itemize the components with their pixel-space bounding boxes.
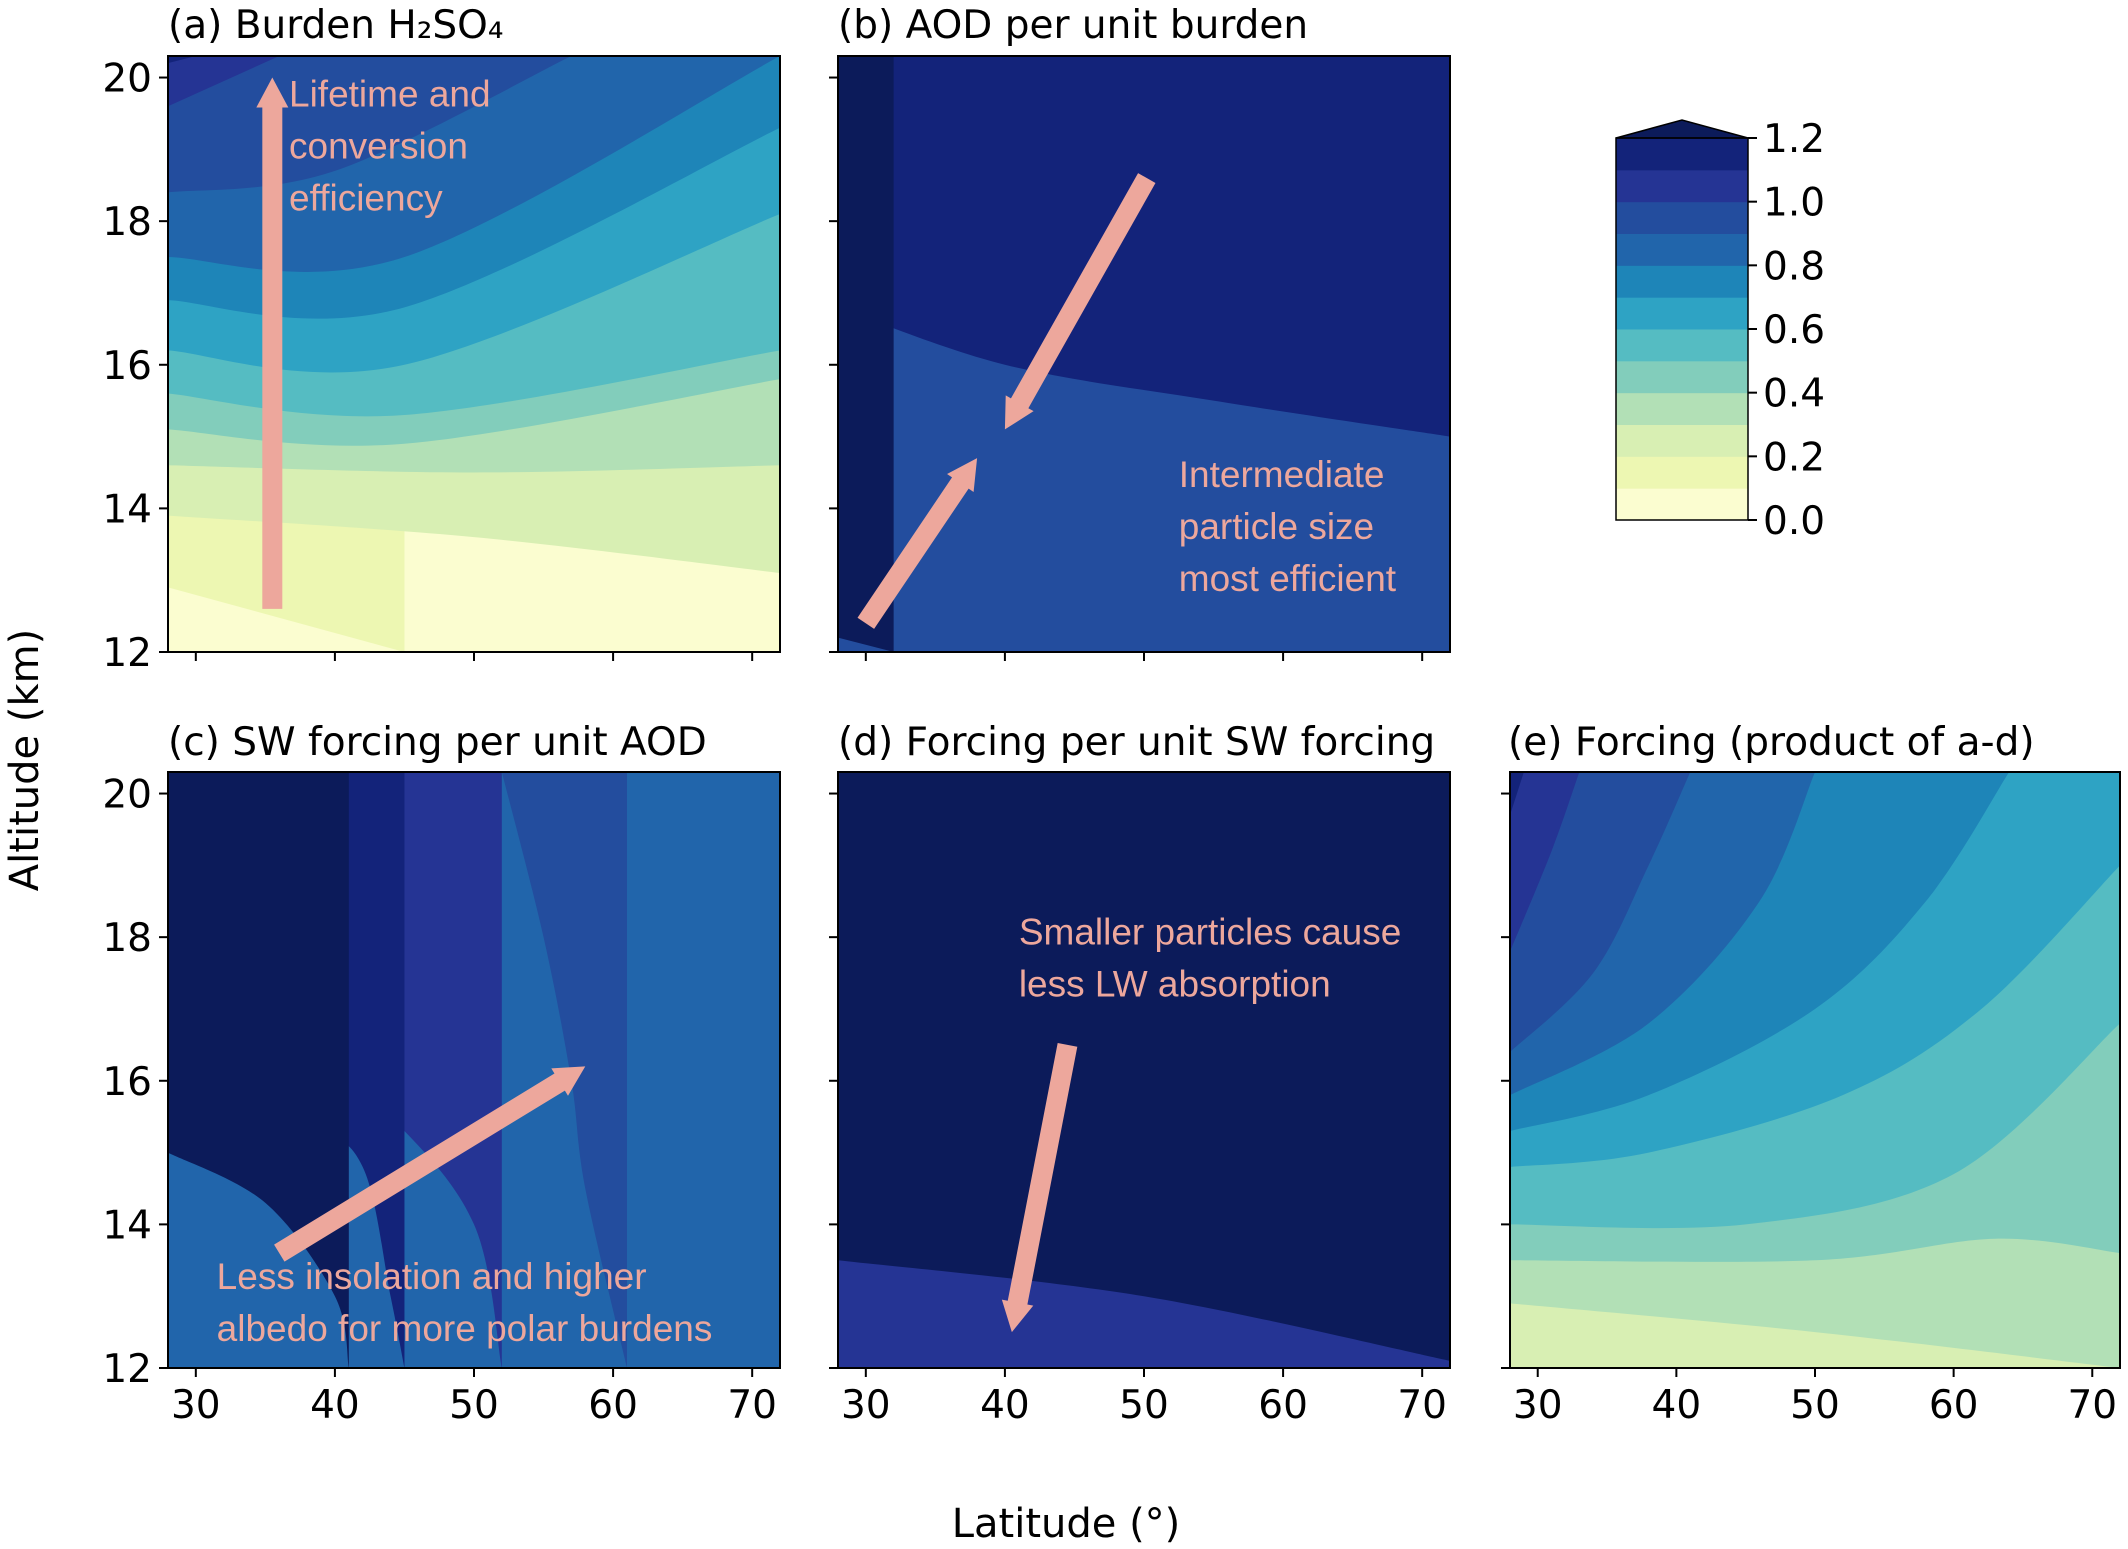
panel-title: (a) Burden H₂SO₄: [168, 3, 503, 48]
x-tick-label: 70: [727, 1383, 777, 1428]
contour-fills-c: [168, 772, 780, 1368]
colorbar-band: [1616, 169, 1748, 203]
contour-band: [1510, 772, 1691, 1053]
x-tick-label: 70: [2067, 1383, 2117, 1428]
colorbar-band: [1616, 488, 1748, 521]
x-tick-label: 60: [588, 1383, 638, 1428]
x-tick-label: 50: [1119, 1383, 1169, 1428]
annotation-text: conversion: [289, 125, 468, 166]
colorbar-band: [1616, 265, 1748, 298]
colorbar-extend: [1615, 119, 1749, 139]
annotation-text: most efficient: [1179, 558, 1397, 599]
colorbar-tick-label: 0.0: [1763, 499, 1825, 544]
colorbar-tick-label: 0.8: [1763, 244, 1825, 289]
annotation-text: Intermediate: [1179, 454, 1385, 495]
contour-fills-b: [838, 56, 1450, 652]
contour-band: [838, 56, 1450, 437]
x-tick-label: 60: [1929, 1383, 1979, 1428]
annotation-arrow: [274, 1066, 586, 1262]
colorbar-band: [1616, 456, 1748, 489]
contour-fills-a: [168, 56, 780, 652]
x-tick-label: 70: [1397, 1383, 1447, 1428]
annotation-text: Lifetime and: [289, 73, 491, 114]
colorbar-band: [1616, 329, 1748, 362]
contour-band: [168, 56, 196, 64]
panels: 12 14 16 18 20 (a) Burden H₂SO₄ Lifetime and co…: [102, 3, 2121, 1428]
colorbar-tick-label: 1.2: [1763, 117, 1825, 162]
colorbar-tick-label: 0.6: [1763, 308, 1825, 353]
contour-band: [1510, 772, 1580, 952]
colorbar-band: [1616, 360, 1748, 394]
y-axis-label: Altitude (km): [2, 629, 48, 891]
y-tick-label: 16: [102, 344, 152, 389]
annotation-arrows: [1001, 1042, 1078, 1333]
y-tick-label: 14: [102, 487, 152, 532]
panel-e: 30 40 50 60 70 (e) Forcing (product of a-d): [1501, 720, 2121, 1428]
colorbar-band: [1616, 138, 1748, 171]
annotation-arrow: [1001, 1042, 1078, 1333]
colorbar-band: [1616, 201, 1748, 234]
colorbar-tick-label: 0.2: [1763, 435, 1825, 480]
contour-band: [838, 56, 894, 652]
x-tick-label: 40: [310, 1383, 360, 1428]
panel-b: (b) AOD per unit burden Intermediate parti…: [829, 3, 1451, 661]
colorbar-band: [1616, 424, 1748, 457]
annotation-arrow: [256, 77, 289, 609]
contour-band: [168, 56, 280, 107]
y-tick-label: 12: [102, 1347, 152, 1392]
contour-fills-e: [1510, 772, 2120, 1368]
y-tick-label: 12: [102, 631, 152, 676]
panel-c: 30 40 50 60 70 12 14 16 18 20 (c) SW forcing per u…: [102, 720, 781, 1428]
annotation-arrows: [274, 1066, 586, 1262]
panel-title: (d) Forcing per unit SW forcing: [838, 720, 1435, 765]
panel-title: (e) Forcing (product of a-d): [1508, 720, 2035, 765]
colorbar-tick-label: 0.4: [1763, 372, 1825, 417]
x-tick-label: 50: [1790, 1383, 1840, 1428]
annotation-text: Less insolation and higher: [217, 1256, 647, 1297]
colorbar-band: [1616, 392, 1748, 425]
colorbar-tick-label: 1.0: [1763, 181, 1825, 226]
y-tick-label: 18: [102, 916, 152, 961]
contour-band: [1510, 772, 1524, 816]
x-tick-label: 40: [1652, 1383, 1702, 1428]
contour-fills-d: [838, 772, 1450, 1368]
x-tick-label: 30: [1513, 1383, 1563, 1428]
x-tick-label: 60: [1258, 1383, 1308, 1428]
y-tick-label: 14: [102, 1203, 152, 1248]
annotation-arrow: [857, 458, 978, 629]
annotation-arrows: [256, 77, 289, 609]
contour-band: [838, 772, 1450, 1361]
x-tick-label: 40: [980, 1383, 1030, 1428]
colorbar-band: [1616, 233, 1748, 266]
y-tick-label: 16: [102, 1060, 152, 1105]
y-tick-label: 18: [102, 200, 152, 245]
y-tick-label: 20: [102, 773, 152, 818]
annotation-text: less LW absorption: [1019, 963, 1331, 1004]
annotation-text: particle size: [1179, 506, 1374, 547]
y-tick-label: 20: [102, 57, 152, 102]
panel-title: (c) SW forcing per unit AOD: [168, 720, 707, 765]
contour-band: [168, 772, 627, 1368]
panel-a: 12 14 16 18 20 (a) Burden H₂SO₄ Lifetime and co…: [102, 3, 781, 676]
x-tick-label: 30: [841, 1383, 891, 1428]
panel-title: (b) AOD per unit burden: [838, 3, 1308, 48]
annotation-arrow: [1004, 173, 1156, 430]
annotation-arrows: [857, 173, 1156, 629]
annotation-text: albedo for more polar burdens: [217, 1308, 713, 1349]
colorbar-band: [1616, 297, 1748, 330]
panel-d: 30 40 50 60 70 (d) Forcing per unit SW forcin…: [829, 720, 1451, 1428]
x-tick-label: 30: [171, 1383, 221, 1428]
x-tick-label: 50: [449, 1383, 499, 1428]
colorbar: 1.2 1.0 0.8 0.6 0.4 0.2 0.0: [1615, 117, 1825, 544]
contour-band: [168, 772, 349, 1368]
annotation-text: Smaller particles cause: [1019, 911, 1401, 952]
x-axis-label: Latitude (°): [952, 1501, 1181, 1547]
annotation-text: efficiency: [289, 177, 443, 218]
